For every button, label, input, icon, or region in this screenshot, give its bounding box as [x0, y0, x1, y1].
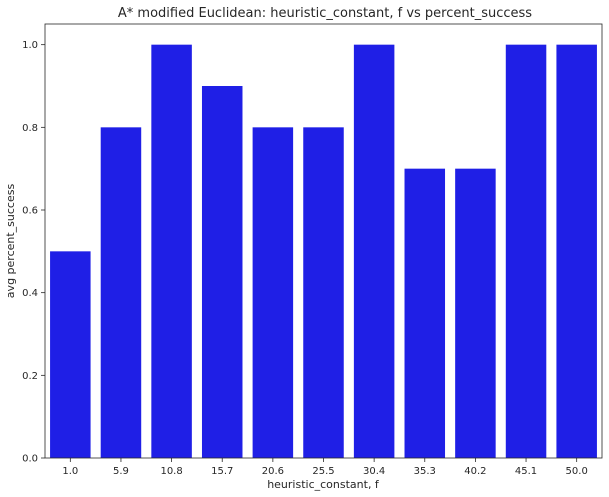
y-tick-label: 0.2 [22, 371, 38, 382]
x-tick-label: 10.8 [160, 466, 182, 477]
x-tick-label: 5.9 [113, 466, 129, 477]
x-tick-label: 1.0 [62, 466, 78, 477]
bar-20.6 [252, 127, 294, 458]
bar-1.0 [50, 251, 91, 458]
bar-50.0 [556, 44, 597, 459]
bar-30.4 [353, 44, 395, 459]
y-tick-label: 1.0 [22, 40, 38, 51]
x-tick-label: 50.0 [566, 466, 588, 477]
bar-10.8 [151, 44, 192, 459]
x-tick-label: 25.5 [312, 466, 334, 477]
x-tick-label: 35.3 [414, 466, 436, 477]
bar-40.2 [455, 168, 496, 458]
x-tick-label: 15.7 [211, 466, 233, 477]
y-tick-label: 0.0 [22, 454, 38, 465]
chart-title: A* modified Euclidean: heuristic_constan… [118, 6, 532, 21]
x-tick-label: 30.4 [363, 466, 385, 477]
y-tick-label: 0.8 [22, 123, 38, 134]
y-axis-ticks: 0.0 0.2 0.4 0.6 0.8 1.0 [22, 40, 45, 465]
y-tick-label: 0.4 [22, 288, 38, 299]
bar-15.7 [201, 86, 243, 458]
bar-35.3 [404, 168, 446, 458]
x-tick-label: 45.1 [515, 466, 537, 477]
x-axis-label: heuristic_constant, f [267, 478, 380, 491]
bars-group [50, 44, 597, 459]
bar-5.9 [100, 127, 142, 458]
x-tick-label: 20.6 [262, 466, 284, 477]
y-tick-label: 0.6 [22, 206, 38, 217]
bar-45.1 [505, 44, 547, 459]
bar-25.5 [303, 127, 344, 458]
x-axis-ticks: 1.0 5.9 10.8 15.7 20.6 25.5 30.4 35.3 40.2 45.1 50… [62, 458, 588, 477]
plot-frame [44, 23, 603, 459]
y-axis-label: avg percent_success [4, 184, 17, 299]
x-tick-label: 40.2 [464, 466, 486, 477]
